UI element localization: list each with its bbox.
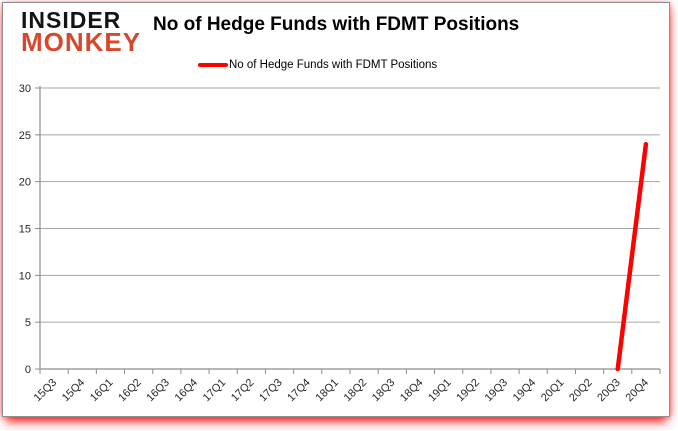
x-tick-label: 18Q4 [398,377,426,405]
legend: No of Hedge Funds with FDMT Positions [198,59,437,71]
y-tick-label: 0 [25,364,31,376]
x-tick-label: 15Q4 [60,377,88,405]
x-tick-label: 20Q2 [567,377,595,405]
logo-monkey-text: MONKEY [21,27,142,57]
insider-monkey-logo: INSIDER MONKEY [21,7,142,57]
y-tick-label: 25 [19,130,31,142]
x-tick-label: 15Q3 [32,377,60,405]
legend-line-swatch [198,63,228,67]
x-tick-label: 19Q4 [511,377,539,405]
y-tick-label: 20 [19,177,31,189]
x-tick-label: 20Q1 [539,377,567,405]
y-tick-label: 15 [19,224,31,236]
x-tick-label: 16Q4 [173,377,201,405]
x-tick-label: 19Q2 [454,377,482,405]
y-tick-label: 30 [19,83,31,95]
x-tick-label: 17Q2 [229,377,257,405]
x-tick-label: 20Q3 [595,377,623,405]
x-tick-label: 16Q2 [116,377,144,405]
x-tick-label: 18Q3 [370,377,398,405]
x-tick-label: 19Q3 [483,377,511,405]
x-tick-label: 17Q4 [285,377,313,405]
line-chart-plot: 0 5 10 15 20 25 30 15Q3 15Q4 16Q1 16Q2 16Q3 16Q4 17Q1… [19,83,661,405]
x-tick-label: 19Q1 [426,377,454,405]
series-line [615,141,649,372]
y-tick-label: 5 [25,317,31,329]
x-tick-label: 18Q1 [314,377,342,405]
legend-label: No of Hedge Funds with FDMT Positions [229,59,438,71]
chart-title: No of Hedge Funds with FDMT Positions [153,14,520,35]
x-tick-label: 20Q4 [624,377,652,405]
x-tick-label: 16Q3 [144,377,172,405]
x-tick-label: 17Q3 [257,377,285,405]
chart-frame: INSIDER MONKEY No of Hedge Funds with FD… [2,2,670,417]
x-tick-label: 18Q2 [342,377,370,405]
x-tick-label: 16Q1 [88,377,116,405]
x-tick-label: 17Q1 [201,377,229,405]
y-tick-label: 10 [19,270,31,282]
logo-insider-text: INSIDER [21,7,122,33]
